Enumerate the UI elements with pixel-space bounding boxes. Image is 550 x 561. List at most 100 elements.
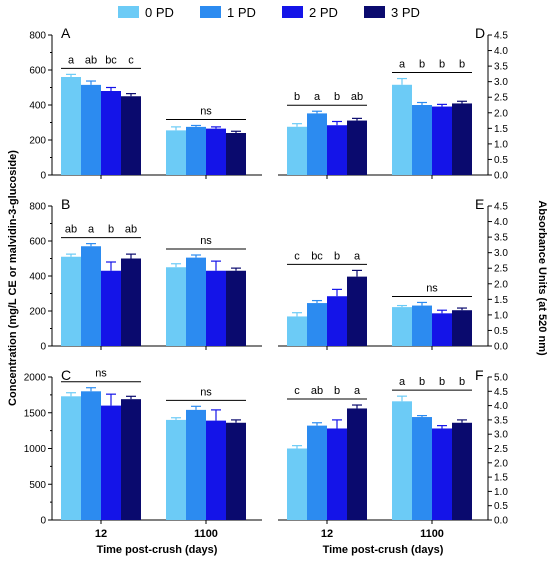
panel-d: D0.00.51.01.52.02.53.03.54.04.5b a b aba b b b [278,25,508,182]
bar [206,270,226,346]
bar [101,405,121,520]
y-tick-label: 2000 [24,373,47,384]
significance-label: ns [200,386,212,398]
y-tick-label: 3.0 [494,430,508,441]
y-tick-label: 800 [29,31,46,42]
x-tick-label: 1100 [420,528,444,540]
significance-label: ns [95,368,107,380]
y-tick-label: 0.0 [494,171,508,182]
legend-label: 0 PD [145,5,174,20]
bar [287,316,307,346]
bar [452,310,472,346]
bar [287,126,307,175]
bar [226,270,246,346]
y-tick-label: 1000 [24,444,47,455]
y-tick-label: 0 [40,171,46,182]
panel-letter: E [475,196,484,212]
y-tick-label: 4.0 [494,46,508,57]
y-tick-label: 0.0 [494,342,508,353]
y-tick-label: 500 [29,480,46,491]
bar [81,84,101,175]
bar [392,401,412,520]
bar [392,307,412,346]
y-tick-label: 3.5 [494,233,508,244]
bar [432,428,452,520]
y-tick-label: 4.5 [494,387,508,398]
y-tick-label: 2.0 [494,108,508,119]
significance-label: b [459,59,465,71]
significance-label: b [108,224,114,236]
y-tick-label: 0.5 [494,155,508,166]
y-tick-label: 2.5 [494,264,508,275]
y-tick-label: 3.0 [494,77,508,88]
significance-label: a [88,224,95,236]
y-tick-label: 1500 [24,408,47,419]
y-tick-label: 1.5 [494,295,508,306]
y-axis-left-label: Concentration (mg/L CE or malvidin-3-glu… [7,150,19,406]
bar [327,296,347,346]
significance-label: bc [311,250,323,262]
bar [452,103,472,175]
significance-label: ns [200,105,212,117]
panel-letter: D [475,25,485,41]
panel-e: E 0.0 0.5 1.0 1.5 2.0 2.5 3.0 3.5 4.0 4.5 c bc b a ns [278,196,508,353]
significance-label: c [128,54,134,66]
y-tick-label: 1.0 [494,139,508,150]
y-tick-label: 3.5 [494,62,508,73]
bar [81,246,101,346]
bar [186,126,206,175]
x-tick-label: 12 [321,528,333,540]
significance-label: a [354,250,361,262]
y-tick-label: 4.5 [494,31,508,42]
y-tick-label: 2.5 [494,93,508,104]
y-tick-label: 600 [29,237,46,248]
y-tick-label: 0.0 [494,516,508,527]
y-tick-label: 0.5 [494,501,508,512]
bar [432,106,452,175]
bar [307,303,327,346]
significance-label: c [294,250,300,262]
y-tick-label: 4.0 [494,401,508,412]
legend-swatch [364,6,385,18]
significance-label: b [419,59,425,71]
y-tick-label: 3.5 [494,415,508,426]
bar [166,267,186,346]
significance-label: ab [125,224,137,236]
x-tick-label: 1100 [194,528,218,540]
y-tick-label: 2.0 [494,279,508,290]
bar [121,258,141,346]
significance-label: bc [105,54,117,66]
y-tick-label: 1.5 [494,124,508,135]
panel-letter: B [61,196,70,212]
y-tick-label: 4.0 [494,217,508,228]
significance-label: b [419,376,425,388]
bar [206,128,226,175]
y-tick-label: 5.0 [494,373,508,384]
y-tick-label: 3.0 [494,248,508,259]
bar [307,425,327,520]
bar [61,256,81,346]
y-tick-label: 4.5 [494,202,508,213]
significance-label: b [334,250,340,262]
bar [412,417,432,520]
significance-label: b [334,385,340,397]
legend-swatch [200,6,221,18]
bar [226,422,246,520]
y-axis-right-label: Absorbance Units (at 520 nm) [536,200,548,356]
bar [287,448,307,520]
legend-label: 1 PD [227,5,256,20]
panel-a: A 0 200 400 600 800 a ab bc c ns [29,25,262,182]
legend-label: 2 PD [309,5,338,20]
y-tick-label: 1.0 [494,310,508,321]
y-tick-label: 2.0 [494,458,508,469]
significance-label: b [334,91,340,103]
bar [307,113,327,175]
legend: 0 PD 1 PD 2 PD 3 PD [118,5,420,20]
y-tick-label: 800 [29,202,46,213]
bar [206,420,226,520]
significance-label: a [399,59,406,71]
significance-label: ns [200,235,212,247]
